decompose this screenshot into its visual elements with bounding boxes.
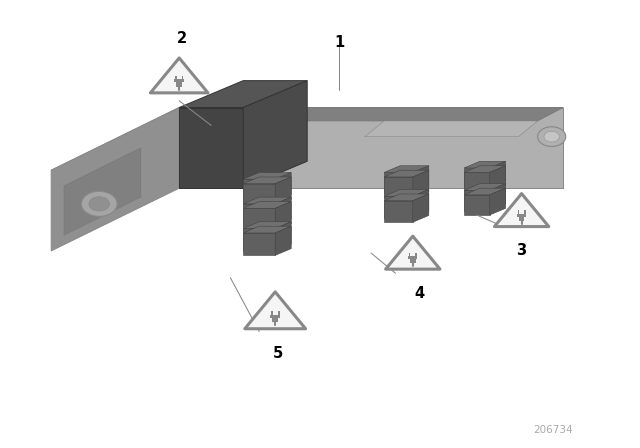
Polygon shape xyxy=(384,190,429,196)
Bar xyxy=(409,253,410,257)
Polygon shape xyxy=(179,81,307,108)
Circle shape xyxy=(89,197,109,211)
Polygon shape xyxy=(490,166,506,193)
Bar xyxy=(415,253,417,257)
Polygon shape xyxy=(243,233,275,255)
Polygon shape xyxy=(413,194,429,222)
Circle shape xyxy=(538,127,566,146)
Circle shape xyxy=(81,191,117,216)
Polygon shape xyxy=(384,172,413,194)
Text: 206734: 206734 xyxy=(533,425,573,435)
Polygon shape xyxy=(413,170,429,198)
Bar xyxy=(270,314,280,318)
Polygon shape xyxy=(464,168,490,188)
Circle shape xyxy=(544,131,559,142)
Polygon shape xyxy=(365,121,538,137)
Polygon shape xyxy=(464,188,506,195)
Polygon shape xyxy=(490,188,506,215)
Polygon shape xyxy=(494,194,548,227)
Polygon shape xyxy=(179,108,563,188)
Polygon shape xyxy=(384,194,429,201)
Polygon shape xyxy=(150,58,208,93)
Polygon shape xyxy=(243,177,291,184)
Polygon shape xyxy=(243,202,291,208)
Polygon shape xyxy=(243,226,291,233)
Text: 1: 1 xyxy=(334,35,344,50)
Polygon shape xyxy=(464,172,490,193)
Polygon shape xyxy=(179,108,243,188)
Bar xyxy=(410,259,415,263)
Bar xyxy=(524,210,525,214)
Bar xyxy=(519,217,524,221)
Bar xyxy=(408,256,417,259)
Polygon shape xyxy=(275,172,291,202)
Bar xyxy=(174,79,184,82)
Polygon shape xyxy=(51,108,563,170)
Polygon shape xyxy=(243,197,291,204)
Text: 2: 2 xyxy=(177,30,188,46)
Polygon shape xyxy=(51,108,179,251)
Bar xyxy=(177,82,182,87)
Polygon shape xyxy=(464,161,506,168)
Polygon shape xyxy=(384,170,429,177)
Polygon shape xyxy=(275,222,291,251)
Polygon shape xyxy=(243,184,275,206)
Polygon shape xyxy=(243,172,291,179)
Polygon shape xyxy=(243,81,307,188)
Polygon shape xyxy=(384,177,413,198)
Polygon shape xyxy=(275,226,291,255)
Text: 5: 5 xyxy=(273,346,284,362)
Polygon shape xyxy=(275,202,291,231)
Polygon shape xyxy=(464,166,506,172)
Polygon shape xyxy=(64,148,141,235)
Polygon shape xyxy=(275,177,291,206)
Polygon shape xyxy=(384,196,413,218)
Bar xyxy=(517,214,526,217)
Polygon shape xyxy=(385,236,440,269)
Polygon shape xyxy=(490,184,506,211)
Polygon shape xyxy=(179,108,563,121)
Polygon shape xyxy=(464,184,506,190)
Polygon shape xyxy=(245,292,306,329)
Polygon shape xyxy=(384,166,429,172)
Bar xyxy=(271,310,273,315)
Bar xyxy=(518,210,519,214)
Bar xyxy=(175,76,177,80)
Polygon shape xyxy=(490,161,506,188)
Polygon shape xyxy=(243,222,291,228)
Bar xyxy=(272,318,278,323)
Polygon shape xyxy=(243,208,275,231)
Polygon shape xyxy=(243,228,275,251)
Polygon shape xyxy=(464,190,490,211)
Polygon shape xyxy=(243,204,275,226)
Text: 3: 3 xyxy=(516,243,527,258)
Bar xyxy=(182,76,183,80)
Bar xyxy=(278,310,280,315)
Polygon shape xyxy=(384,201,413,222)
Polygon shape xyxy=(464,195,490,215)
Text: 4: 4 xyxy=(414,286,424,301)
Polygon shape xyxy=(275,197,291,226)
Polygon shape xyxy=(243,179,275,202)
Polygon shape xyxy=(413,166,429,194)
Polygon shape xyxy=(413,190,429,218)
